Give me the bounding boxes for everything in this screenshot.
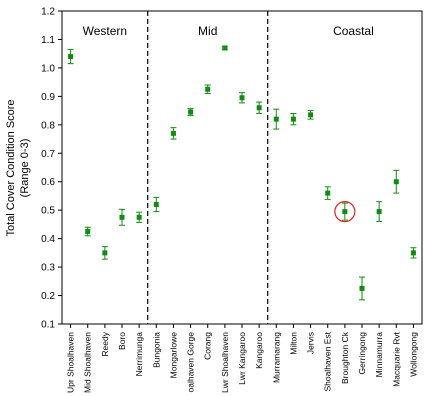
y-axis-title: Total Cover Condition Score bbox=[5, 100, 17, 237]
data-point bbox=[290, 116, 296, 122]
data-point bbox=[102, 250, 108, 256]
x-tick-label: Bungonia bbox=[151, 332, 161, 368]
y-tick-label: 1.2 bbox=[41, 7, 55, 18]
y-tick-label: 0.4 bbox=[41, 234, 55, 245]
x-tick-label: Mongarlowe bbox=[168, 332, 178, 379]
x-tick-label: Mid Shoalhaven bbox=[83, 332, 93, 393]
y-tick-label: 0.3 bbox=[41, 263, 55, 274]
plot-frame bbox=[61, 10, 423, 325]
y-tick-label: 0.5 bbox=[41, 206, 55, 217]
y-tick-label: 1.0 bbox=[41, 63, 55, 74]
data-point bbox=[119, 214, 125, 220]
data-point bbox=[359, 285, 365, 291]
x-tick-label: Kangaroo bbox=[254, 332, 264, 369]
x-tick-label: oalhaven Gorge bbox=[186, 332, 196, 393]
region-label: Western bbox=[83, 24, 127, 38]
x-tick-label: Macquarie Rvt bbox=[391, 331, 401, 386]
data-point bbox=[170, 130, 176, 136]
data-point bbox=[273, 116, 279, 122]
data-point bbox=[342, 209, 348, 215]
data-point bbox=[68, 54, 74, 60]
y-tick-label: 0.7 bbox=[41, 149, 55, 160]
y-axis: 0.1 0.2 0.3 0.4 0.5 0.6 0.7 0.8 0.9 1.0 1.1 1.2 bbox=[41, 7, 62, 331]
data-point bbox=[376, 209, 382, 215]
y-tick-label: 0.9 bbox=[41, 92, 55, 103]
data-point bbox=[325, 190, 331, 196]
region-labels: Western Mid Coastal bbox=[83, 24, 374, 38]
data-point bbox=[222, 45, 228, 51]
x-tick-label: Murramarang bbox=[271, 332, 281, 383]
x-tick-label: Wollongong bbox=[408, 332, 418, 377]
data-point bbox=[393, 179, 399, 185]
x-tick-label: Lwr Kangaroo bbox=[237, 332, 247, 385]
data-point bbox=[410, 250, 416, 256]
x-tick-label: Lwr Shoalhaven bbox=[220, 332, 230, 393]
region-label: Mid bbox=[198, 24, 217, 38]
region-dividers bbox=[147, 11, 269, 324]
x-tick-label: Gerringong bbox=[357, 332, 367, 375]
data-point bbox=[256, 105, 262, 111]
x-tick-label: Reedy bbox=[100, 331, 110, 356]
x-tick-label: Milton bbox=[288, 332, 298, 355]
x-tick-label: Corang bbox=[203, 332, 213, 360]
y-tick-label: 0.1 bbox=[41, 320, 55, 331]
data-point bbox=[85, 229, 91, 235]
region-label: Coastal bbox=[333, 24, 374, 38]
highlight-circle bbox=[334, 201, 356, 223]
x-tick-label: Nerrimunga bbox=[134, 332, 144, 377]
y-tick-label: 0.8 bbox=[41, 120, 55, 131]
x-tick-label: Jervis bbox=[306, 332, 316, 354]
data-point bbox=[205, 86, 211, 92]
y-tick-label: 0.2 bbox=[41, 291, 55, 302]
x-tick-label: Broughton Ck bbox=[340, 331, 350, 384]
x-tick-label: Shoalhaven Est bbox=[323, 331, 333, 391]
x-tick-label: Minnamurra bbox=[374, 332, 384, 378]
data-point bbox=[136, 214, 142, 220]
data-point bbox=[153, 201, 159, 207]
data-point bbox=[308, 112, 314, 118]
y-tick-label: 0.6 bbox=[41, 177, 55, 188]
y-axis-title-range: (Range 0-3) bbox=[19, 139, 31, 198]
x-tick-label: Boro bbox=[117, 332, 127, 350]
x-axis: Upr Shoalhaven Mid Shoalhaven Reedy Boro Ner… bbox=[66, 324, 418, 393]
data-points bbox=[67, 45, 417, 301]
data-point bbox=[188, 109, 194, 115]
data-point bbox=[239, 95, 245, 101]
x-tick-label: Upr Shoalhaven bbox=[66, 332, 76, 393]
y-tick-label: 1.1 bbox=[41, 35, 55, 46]
